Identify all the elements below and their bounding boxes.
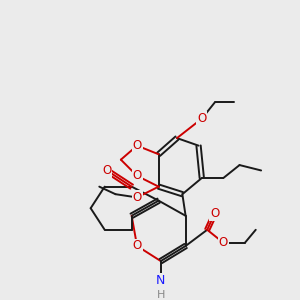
Text: H: H [157, 290, 165, 299]
Text: O: O [219, 236, 228, 249]
Text: O: O [132, 139, 142, 152]
Text: O: O [132, 191, 142, 204]
Text: O: O [197, 112, 206, 125]
Text: O: O [132, 169, 142, 182]
Text: O: O [102, 164, 112, 177]
Text: N: N [156, 274, 166, 287]
Text: O: O [210, 207, 219, 220]
Text: O: O [132, 239, 142, 253]
